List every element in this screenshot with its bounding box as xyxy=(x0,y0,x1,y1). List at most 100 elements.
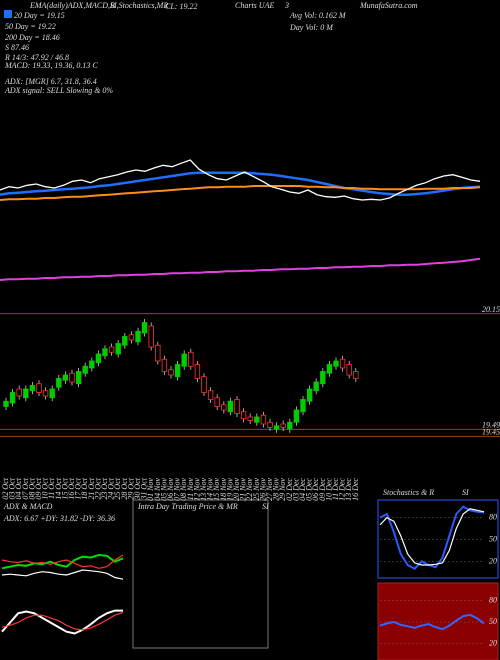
candle-body xyxy=(108,346,115,353)
candle-body xyxy=(234,399,240,414)
x-tick-label: 05 Dec xyxy=(305,478,314,501)
x-tick-label: 11 Dec xyxy=(331,478,340,501)
candle-body xyxy=(122,336,128,346)
candle-body xyxy=(82,365,88,374)
indicator-line xyxy=(379,508,485,566)
x-tick-label: 11 Oct xyxy=(47,477,56,499)
x-tick-label: 22 Nov xyxy=(245,478,254,501)
candle-body xyxy=(326,364,333,374)
x-tick-label: 18 Nov xyxy=(219,478,228,501)
annotation: ADX: [MGR] 6.7, 31.8, 36.4 xyxy=(4,77,97,86)
candle-body xyxy=(320,371,326,385)
candle-body xyxy=(287,421,293,430)
candle-body xyxy=(69,372,75,383)
candle-body xyxy=(273,425,280,430)
candle-body xyxy=(353,371,359,379)
candle-body xyxy=(62,374,69,381)
x-tick-label: 06 Dec xyxy=(311,478,320,501)
annotation: Charts UAE xyxy=(235,1,274,10)
x-tick-label: 12 Dec xyxy=(338,478,347,501)
candle-body xyxy=(128,334,135,341)
x-tick-label: 20 Nov xyxy=(232,478,241,501)
candle-body xyxy=(56,378,62,388)
panel-subtitle: SI xyxy=(262,502,269,511)
moving-average-line xyxy=(0,185,481,201)
panel-title: Stochastics & R xyxy=(383,488,434,497)
x-tick-label: 25 Nov xyxy=(252,478,261,501)
y-tick-label: 19.45 xyxy=(482,427,500,436)
candle-body xyxy=(36,383,42,393)
moving-average-line xyxy=(0,171,481,196)
candle-body xyxy=(141,322,148,334)
candle-body xyxy=(3,400,9,407)
candle-body xyxy=(89,360,95,369)
indicator-line xyxy=(379,613,485,631)
x-tick-label: 31 Oct xyxy=(140,477,149,500)
annotation: SI,Stochastics,MR xyxy=(110,1,168,10)
candle-body xyxy=(168,369,174,376)
y-tick-label: 20.15 xyxy=(482,305,500,314)
candle-body xyxy=(135,330,141,343)
x-tick-label: 10 Oct xyxy=(41,477,50,499)
candle-body xyxy=(42,390,49,397)
annotation: Day Vol: 0 M xyxy=(289,23,334,32)
candle-body xyxy=(201,376,207,393)
candle-body xyxy=(247,416,253,421)
candle-body xyxy=(181,353,187,367)
x-tick-label: 08 Nov xyxy=(179,478,188,501)
candle-body xyxy=(95,353,102,364)
candle-body xyxy=(280,423,286,428)
y-tick-label: 20 xyxy=(489,639,497,648)
x-tick-label: 03 Oct xyxy=(8,477,17,499)
x-tick-label: 13 Nov xyxy=(199,478,208,501)
x-tick-label: 09 Dec xyxy=(318,478,327,501)
candle-body xyxy=(333,360,339,367)
logo-icon xyxy=(4,10,12,18)
x-tick-label: 24 Oct xyxy=(107,477,116,499)
x-tick-label: 25 Oct xyxy=(113,477,122,499)
candle-body xyxy=(254,416,260,423)
price-line xyxy=(0,159,481,201)
x-tick-label: 18 Oct xyxy=(80,477,89,499)
indicator-line xyxy=(1,609,123,635)
indicator-line xyxy=(1,569,124,580)
annotation: R 14/3: 47.92 / 46.8 xyxy=(4,53,69,62)
y-tick-label: 19.49 xyxy=(482,420,500,429)
annotation: Avg Vol: 0.162 M xyxy=(289,11,347,20)
panel-title: Intra Day Trading Price & MR xyxy=(137,502,238,511)
x-tick-label: 26 Nov xyxy=(258,478,267,501)
candle-body xyxy=(194,364,201,379)
candle-body xyxy=(155,344,161,362)
indicator-line xyxy=(379,505,485,570)
x-tick-label: 04 Oct xyxy=(14,477,23,499)
indicator-line xyxy=(1,554,124,569)
x-tick-label: 04 Dec xyxy=(298,478,307,501)
x-tick-label: 02 Dec xyxy=(285,478,294,501)
intraday-panel xyxy=(132,499,269,649)
annotation: 50 Day = 19.22 xyxy=(5,22,56,31)
x-tick-label: 15 Nov xyxy=(212,478,221,501)
annotation: S 87.46 xyxy=(5,43,29,52)
x-tick-label: 16 Oct xyxy=(67,477,76,499)
x-tick-label: 07 Nov xyxy=(173,478,182,501)
annotation: MACD: 19.33, 19.36, 0.13 C xyxy=(4,61,98,70)
y-tick-label: 80 xyxy=(489,595,497,604)
candle-body xyxy=(148,325,154,348)
annotation: MunafaSutra.com xyxy=(359,1,418,10)
x-tick-label: 19 Nov xyxy=(225,478,234,501)
x-tick-label: 28 Nov xyxy=(272,478,281,501)
y-tick-label: 50 xyxy=(489,535,497,544)
candle-body xyxy=(207,390,214,400)
x-tick-label: 06 Nov xyxy=(166,478,175,501)
x-tick-label: 16 Dec xyxy=(351,478,360,501)
candle-body xyxy=(161,358,168,372)
x-tick-label: 27 Nov xyxy=(265,478,274,501)
x-tick-label: 10 Dec xyxy=(324,478,333,501)
candle-body xyxy=(16,388,22,397)
indicator-line xyxy=(1,553,124,570)
candle-body xyxy=(300,399,306,413)
candle-body xyxy=(75,371,82,385)
panel-title: ADX & MACD xyxy=(3,502,53,511)
x-tick-label: 22 Oct xyxy=(93,477,102,499)
